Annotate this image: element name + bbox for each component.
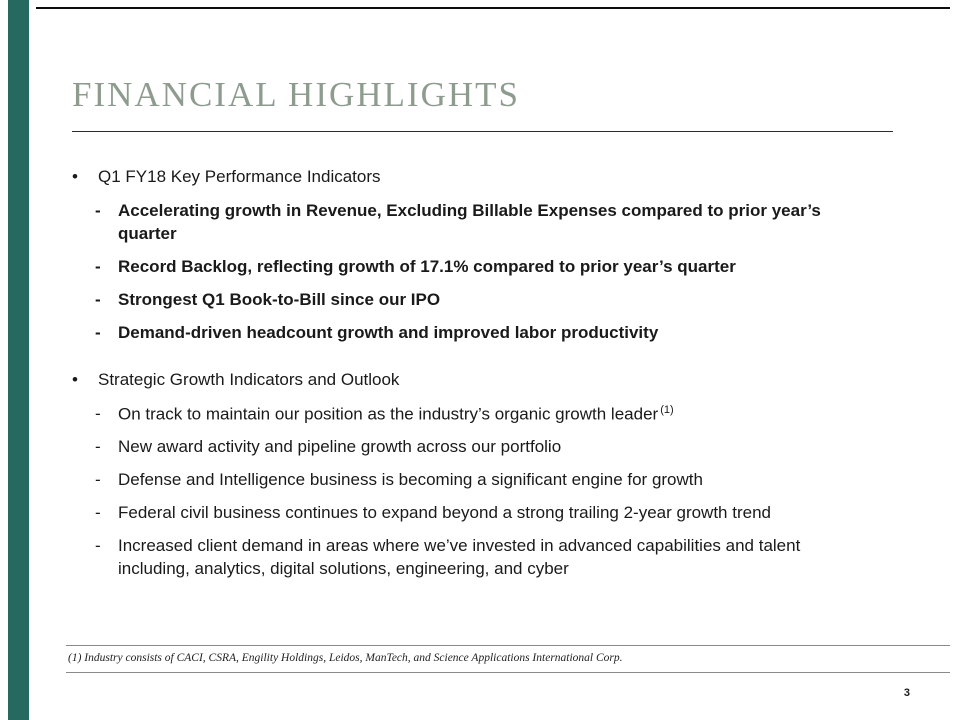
footnote-text: (1) Industry consists of CACI, CSRA, Eng… bbox=[68, 652, 623, 664]
bullet-item: - Accelerating growth in Revenue, Exclud… bbox=[72, 200, 862, 246]
bullet-item: - Federal civil business continues to ex… bbox=[72, 502, 862, 525]
bullet-item: - Defense and Intelligence business is b… bbox=[72, 469, 862, 492]
footnote-rule-top bbox=[66, 645, 950, 646]
bullet-item: - New award activity and pipeline growth… bbox=[72, 436, 862, 459]
bullet-item: - Record Backlog, reflecting growth of 1… bbox=[72, 256, 862, 279]
bullet-section-kpi: • Q1 FY18 Key Performance Indicators - A… bbox=[72, 166, 862, 345]
bullet-section-strategic: • Strategic Growth Indicators and Outloo… bbox=[72, 369, 862, 581]
accent-bar bbox=[8, 0, 29, 720]
dash-marker: - bbox=[95, 503, 101, 523]
bullet-marker: • bbox=[72, 369, 78, 389]
bullet-item-heading: • Strategic Growth Indicators and Outloo… bbox=[72, 369, 862, 392]
bullet-text: Defense and Intelligence business is bec… bbox=[118, 470, 703, 490]
bullet-item: - Increased client demand in areas where… bbox=[72, 535, 862, 581]
dash-marker: - bbox=[95, 470, 101, 490]
dash-marker: - bbox=[95, 403, 101, 423]
top-rule bbox=[36, 7, 950, 9]
dash-marker: - bbox=[95, 200, 101, 220]
bullet-text: New award activity and pipeline growth a… bbox=[118, 437, 562, 457]
dash-marker: - bbox=[95, 289, 101, 309]
dash-marker: - bbox=[95, 256, 101, 276]
slide-body: • Q1 FY18 Key Performance Indicators - A… bbox=[72, 166, 862, 605]
bullet-item: - On track to maintain our position as t… bbox=[72, 403, 862, 427]
bullet-heading: Strategic Growth Indicators and Outlook bbox=[98, 369, 400, 389]
bullet-text: Record Backlog, reflecting growth of 17.… bbox=[118, 256, 736, 276]
bullet-item: - Demand-driven headcount growth and imp… bbox=[72, 322, 862, 345]
bullet-item-heading: • Q1 FY18 Key Performance Indicators bbox=[72, 166, 862, 189]
dash-marker: - bbox=[95, 535, 101, 555]
bullet-item: - Strongest Q1 Book-to-Bill since our IP… bbox=[72, 289, 862, 312]
bullet-text: Strongest Q1 Book-to-Bill since our IPO bbox=[118, 289, 441, 309]
slide-title: FINANCIAL HIGHLIGHTS bbox=[72, 75, 520, 114]
bullet-text: Demand-driven headcount growth and impro… bbox=[118, 322, 659, 342]
bullet-text: On track to maintain our position as the… bbox=[118, 403, 674, 427]
bullet-text: Accelerating growth in Revenue, Excludin… bbox=[118, 200, 821, 243]
page-number: 3 bbox=[903, 687, 910, 699]
bullet-text: Increased client demand in areas where w… bbox=[118, 535, 801, 578]
footnote-reference: (1) bbox=[660, 403, 674, 416]
dash-marker: - bbox=[95, 437, 101, 457]
dash-marker: - bbox=[95, 322, 101, 342]
bullet-marker: • bbox=[72, 167, 78, 186]
bullet-text-main: On track to maintain our position as the… bbox=[118, 404, 659, 424]
footnote-rule-bottom bbox=[66, 672, 950, 673]
bullet-text: Federal civil business continues to expa… bbox=[118, 503, 771, 523]
title-rule bbox=[72, 131, 893, 132]
bullet-heading: Q1 FY18 Key Performance Indicators bbox=[98, 167, 381, 186]
